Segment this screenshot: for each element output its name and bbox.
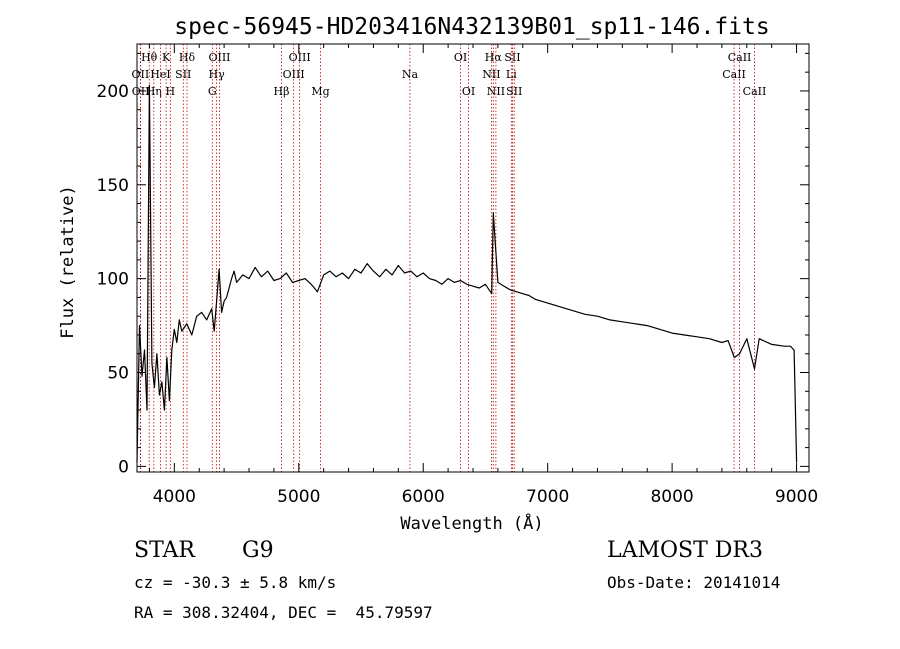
chart-title: spec-56945-HD203416N432139B01_sp11-146.f… [174, 14, 769, 40]
y-tick-label: 200 [97, 82, 129, 102]
spectral-line-label: Hδ [179, 51, 196, 64]
spectral-line-label: G [208, 85, 217, 98]
spectral-line-label: K [162, 51, 171, 64]
spectral-line-label: OI [454, 51, 467, 64]
y-tick-label: 150 [97, 176, 129, 196]
y-axis: 0 50 100 150 200 [97, 52, 809, 477]
survey-name: LAMOST DR3 [607, 538, 763, 563]
spectral-line-label: CaII [728, 51, 752, 64]
spectral-line-label: Mg [311, 85, 329, 98]
spectral-line-label: Hβ [274, 85, 290, 98]
spectral-line-label: Hη [146, 85, 162, 98]
spectral-line-markers: HθOIIOIIHηHeIKHSIIHδGHγOIIIHβOIIIOIIIMgN… [132, 44, 767, 472]
spectral-line-label: NII [487, 85, 505, 98]
x-tick-label: 4000 [153, 487, 196, 507]
spectral-line-label: OIII [283, 68, 305, 81]
y-tick-label: 50 [107, 364, 129, 384]
spectrum-series-line [136, 84, 798, 463]
redshift-velocity: cz = -30.3 ± 5.8 km/s [134, 573, 337, 592]
observation-date: Obs-Date: 20141014 [607, 573, 781, 592]
y-tick-label: 100 [97, 270, 129, 290]
spectral-line-label: OII [132, 68, 150, 81]
spectral-line-label: CaII [743, 85, 767, 98]
spectral-line-label: OIII [208, 51, 230, 64]
x-tick-label: 9000 [775, 487, 818, 507]
spectral-line-label: HeI [150, 68, 170, 81]
spectral-line-label: Hα [485, 51, 503, 64]
y-tick-label: 0 [118, 457, 129, 477]
object-class: G9 [242, 538, 274, 563]
x-tick-label: 6000 [402, 487, 445, 507]
x-tick-label: 7000 [526, 487, 569, 507]
spectral-line-label: Na [402, 68, 419, 81]
y-axis-label: Flux (relative) [58, 185, 78, 339]
spectral-line-label: OII [132, 85, 150, 98]
object-type: STAR [134, 538, 195, 563]
spectral-line-label: SII [506, 85, 522, 98]
x-tick-label: 5000 [277, 487, 320, 507]
x-axis-label: Wavelength (Å) [400, 512, 543, 534]
spectral-line-label: H [166, 85, 176, 98]
x-tick-label: 8000 [650, 487, 693, 507]
spectral-line-label: Hγ [209, 68, 226, 81]
spectral-line-label: SII [175, 68, 191, 81]
spectral-line-label: Li [506, 68, 517, 81]
spectral-line-label: Hθ [141, 51, 158, 64]
spectral-line-label: CaII [722, 68, 746, 81]
spectral-line-label: OI [462, 85, 475, 98]
spectral-line-label: OIII [289, 51, 311, 64]
plot-frame [136, 43, 810, 473]
coordinates: RA = 308.32404, DEC = 45.79597 [134, 603, 433, 622]
spectral-line-label: NII [482, 68, 500, 81]
x-axis: 4000 5000 6000 7000 8000 9000 [148, 44, 818, 507]
spectral-line-label: SII [504, 51, 520, 64]
